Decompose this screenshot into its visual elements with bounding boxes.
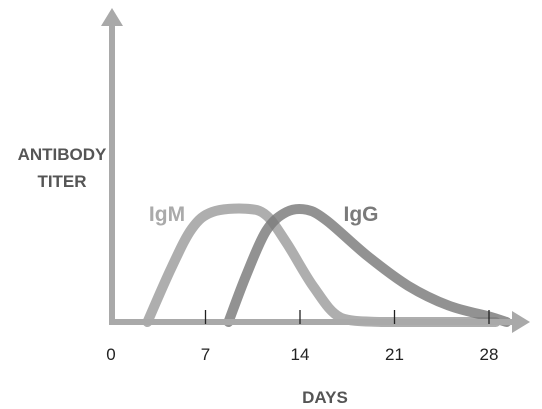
series-label-igm: IgM [149,203,185,226]
label-layer: 0 7 14 21 28 ANTIBODY TITER DAYS IgM IgG [18,145,499,407]
x-tick-label-28: 28 [480,345,499,364]
axis-layer [101,8,530,333]
series-label-igg: IgG [344,203,379,226]
x-tick-label-21: 21 [385,345,404,364]
series-layer [142,203,512,327]
series-line-igg [223,203,512,327]
x-tick-label-0: 0 [106,345,115,364]
y-axis-arrow-icon [101,8,123,26]
x-axis-label: DAYS [302,388,348,407]
y-axis-label: ANTIBODY TITER [18,145,107,191]
x-axis-arrow-icon [512,311,530,333]
y-axis-label-line: TITER [37,172,86,191]
x-tick-label-7: 7 [201,345,210,364]
x-tick-label-14: 14 [291,345,310,364]
y-axis-label-line: ANTIBODY [18,145,107,164]
